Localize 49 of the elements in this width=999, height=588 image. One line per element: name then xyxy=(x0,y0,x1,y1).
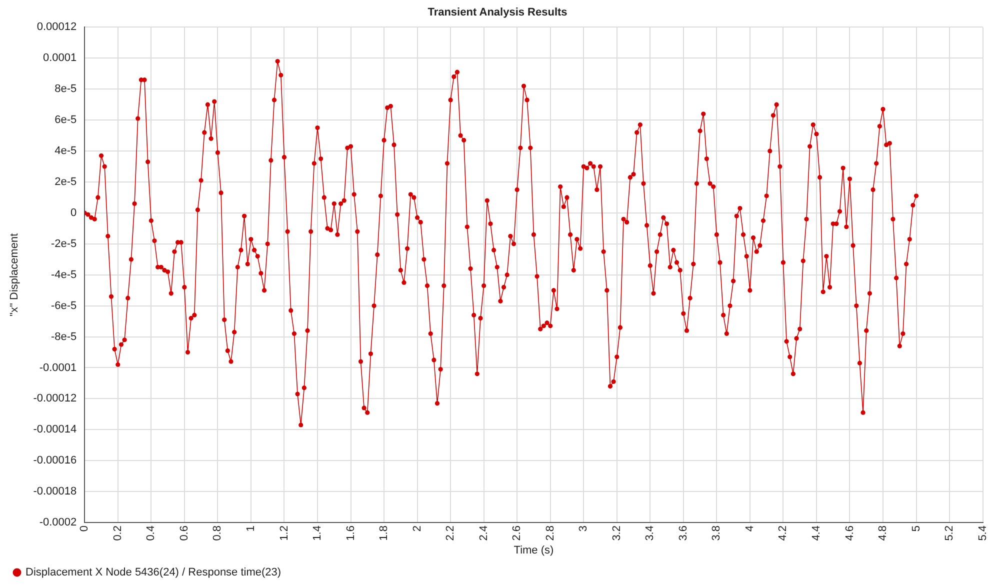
y-tick-label: -0.0001 xyxy=(39,362,77,374)
x-tick-label: 4.8 xyxy=(877,526,890,541)
x-tick-label: 4.4 xyxy=(810,526,823,541)
y-tick-label: 0.00012 xyxy=(36,21,77,34)
x-tick-label: 2.4 xyxy=(478,526,490,541)
x-tick-label: 4.2 xyxy=(777,526,790,541)
y-tick-label: -0.0002 xyxy=(39,516,77,529)
x-tick-label: 0 xyxy=(78,526,91,532)
y-tick-label: -2e-5 xyxy=(50,238,77,250)
y-tick-label: 4e-5 xyxy=(54,145,77,158)
x-axis-title: Time (s) xyxy=(514,544,554,556)
y-tick-label: 6e-5 xyxy=(54,114,77,126)
y-tick-label: 0.0001 xyxy=(42,52,77,64)
x-tick-label: 3.2 xyxy=(610,526,623,541)
chart-title: Transient Analysis Results xyxy=(428,6,568,19)
x-tick-label: 2.6 xyxy=(511,526,524,541)
x-tick-label: 5 xyxy=(910,526,922,532)
y-tick-label: 8e-5 xyxy=(54,83,77,96)
x-tick-label: 2 xyxy=(411,526,424,532)
y-tick-label: -0.00012 xyxy=(33,392,77,405)
x-tick-label: 1.4 xyxy=(312,526,324,541)
y-tick-label: 2e-5 xyxy=(54,176,77,188)
x-tick-label: 1.8 xyxy=(378,526,390,541)
x-tick-label: 4.6 xyxy=(844,526,856,541)
x-tick-label: 3.6 xyxy=(677,526,690,541)
y-tick-label: -4e-5 xyxy=(50,268,77,281)
x-tick-label: 2.8 xyxy=(544,526,556,541)
y-tick-label: -0.00018 xyxy=(33,486,77,498)
y-tick-label: 0 xyxy=(70,206,77,219)
y-tick-label: -8e-5 xyxy=(50,330,77,343)
y-axis-title: "x" Displacement xyxy=(8,233,21,316)
legend-label: Displacement X Node 5436(24) / Response time(23) xyxy=(26,566,282,579)
y-tick-label: -0.00014 xyxy=(33,424,77,436)
x-tick-label: 0.2 xyxy=(112,526,124,541)
x-tick-label: 3.8 xyxy=(710,526,723,541)
x-tick-label: 2.2 xyxy=(444,526,457,541)
x-tick-label: 1 xyxy=(244,526,257,532)
x-tick-label: 1.6 xyxy=(344,526,357,541)
y-tick-label: -0.00016 xyxy=(33,454,77,467)
y-tick-label: -6e-5 xyxy=(50,300,77,312)
x-tick-label: 0.4 xyxy=(145,526,158,541)
x-tick-label: 0.8 xyxy=(212,526,224,541)
x-tick-label: 4 xyxy=(744,526,756,532)
x-tick-label: 0.6 xyxy=(178,526,190,541)
x-tick-label: 3.4 xyxy=(644,526,656,541)
x-tick-label: 5.2 xyxy=(944,526,956,541)
x-tick-label: 1.2 xyxy=(278,526,290,541)
x-tick-label: 3 xyxy=(578,526,590,532)
x-tick-label: 5.4 xyxy=(976,526,989,541)
